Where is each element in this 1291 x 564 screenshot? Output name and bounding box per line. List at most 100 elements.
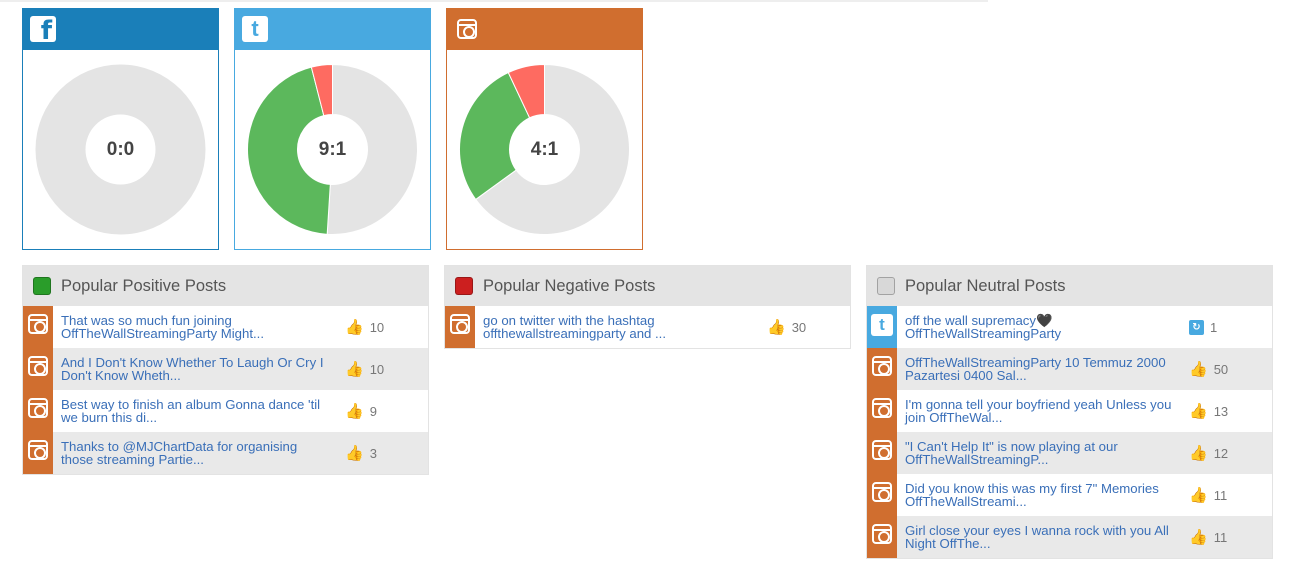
instagram-source-icon <box>445 306 475 348</box>
count-value: 10 <box>369 361 385 377</box>
facebook-logo-icon: f <box>29 15 57 44</box>
post-list: t off the wall supremacy🖤 OffTheWallStrea… <box>867 306 1272 558</box>
count-value: 11 <box>1213 487 1228 503</box>
post-link[interactable]: off the wall supremacy🖤 OffTheWallStream… <box>905 313 1062 341</box>
panel-header: Popular Positive Posts <box>23 266 428 306</box>
twitter-donut-chart <box>247 63 418 235</box>
facebook-card-header: f <box>23 9 218 50</box>
instagram-source-icon <box>867 432 897 474</box>
count-value: 12 <box>1213 445 1229 461</box>
twitter-card-header: t <box>235 9 430 50</box>
post-link[interactable]: And I Don't Know Whether To Laugh Or Cry… <box>61 355 324 383</box>
positive-slice <box>459 71 531 201</box>
post-row[interactable]: That was so much fun joining OffTheWallS… <box>23 306 428 348</box>
post-row[interactable]: Girl close your eyes I wanna rock with y… <box>867 516 1272 558</box>
count-value: 50 <box>1213 361 1229 377</box>
popular-neutral-posts-panel: Popular Neutral Posts t off the wall supr… <box>866 265 1273 559</box>
instagram-donut-chart <box>459 63 630 235</box>
panel-header: Popular Neutral Posts <box>867 266 1272 306</box>
engagement-count: 👍 30 <box>767 320 806 335</box>
thumbs-up-icon: 👍 <box>345 318 364 336</box>
facebook-donut-chart <box>35 64 206 235</box>
count-value: 3 <box>369 445 377 461</box>
instagram-source-icon <box>23 348 53 390</box>
post-row[interactable]: OffTheWallStreamingParty 10 Temmuz 2000 … <box>867 348 1272 390</box>
neutral-slice <box>326 63 418 235</box>
engagement-count: 👍 10 <box>345 362 384 377</box>
post-row[interactable]: Best way to finish an album Gonna dance … <box>23 390 428 432</box>
red-square-icon <box>455 277 473 295</box>
engagement-count: 👍 13 <box>1189 404 1228 419</box>
count-value: 30 <box>791 319 807 335</box>
post-link[interactable]: Did you know this was my first 7" Memori… <box>905 481 1159 509</box>
negative-slice <box>507 63 545 119</box>
engagement-count: 👍 11 <box>1189 488 1227 503</box>
negative-slice <box>310 63 333 117</box>
count-value: 1 <box>1210 319 1218 335</box>
post-link[interactable]: That was so much fun joining OffTheWallS… <box>61 313 265 341</box>
grey-square-icon <box>877 277 895 295</box>
green-square-icon <box>33 277 51 295</box>
instagram-source-icon <box>867 516 897 558</box>
neutral-slice <box>475 63 630 235</box>
panel-header: Popular Negative Posts <box>445 266 850 306</box>
instagram-source-icon <box>867 348 897 390</box>
post-link[interactable]: I'm gonna tell your boyfriend yeah Unles… <box>905 397 1172 425</box>
count-value: 9 <box>369 403 377 419</box>
engagement-count: 👍 12 <box>1189 446 1228 461</box>
thumbs-up-icon: 👍 <box>345 402 364 420</box>
top-divider <box>0 0 988 2</box>
twitter-sentiment-card[interactable]: t 9:1 <box>234 8 431 250</box>
instagram-source-icon <box>23 306 53 348</box>
thumbs-up-icon: 👍 <box>1189 360 1208 378</box>
panel-title: Popular Neutral Posts <box>905 276 1066 295</box>
thumbs-up-icon: 👍 <box>345 360 364 378</box>
panel-title: Popular Negative Posts <box>483 276 656 295</box>
thumbs-up-icon: 👍 <box>1189 402 1208 420</box>
engagement-count: 👍 3 <box>345 446 377 461</box>
engagement-count: ↻ 1 <box>1189 319 1218 335</box>
popular-negative-posts-panel: Popular Negative Posts go on twitter wit… <box>444 265 851 349</box>
positive-slice <box>247 66 331 235</box>
instagram-source-icon <box>867 390 897 432</box>
post-link[interactable]: "I Can't Help It" is now playing at our … <box>905 439 1118 467</box>
instagram-source-icon <box>23 432 53 474</box>
count-value: 13 <box>1213 403 1229 419</box>
retweet-icon: ↻ <box>1189 319 1204 335</box>
post-row[interactable]: t off the wall supremacy🖤 OffTheWallStrea… <box>867 306 1272 348</box>
thumbs-up-icon: 👍 <box>1189 486 1208 504</box>
count-value: 11 <box>1213 529 1228 545</box>
post-link[interactable]: Best way to finish an album Gonna dance … <box>61 397 321 425</box>
count-value: 10 <box>369 319 385 335</box>
post-link[interactable]: Thanks to @MJChartData for organising th… <box>61 439 298 467</box>
post-row[interactable]: I'm gonna tell your boyfriend yeah Unles… <box>867 390 1272 432</box>
twitter-source-icon: t <box>867 306 897 348</box>
instagram-source-icon <box>867 474 897 516</box>
facebook-sentiment-card[interactable]: f 0:0 <box>22 8 219 250</box>
popular-positive-posts-panel: Popular Positive Posts That was so much … <box>22 265 429 475</box>
post-row[interactable]: "I Can't Help It" is now playing at our … <box>867 432 1272 474</box>
thumbs-up-icon: 👍 <box>767 318 786 336</box>
instagram-card-header <box>447 9 642 50</box>
panel-title: Popular Positive Posts <box>61 276 227 295</box>
post-link[interactable]: go on twitter with the hashtag offthewal… <box>483 313 667 341</box>
twitter-logo-icon: t <box>241 15 269 43</box>
post-row[interactable]: go on twitter with the hashtag offthewal… <box>445 306 850 348</box>
engagement-count: 👍 9 <box>345 404 377 419</box>
thumbs-up-icon: 👍 <box>1189 528 1208 546</box>
post-row[interactable]: Did you know this was my first 7" Memori… <box>867 474 1272 516</box>
post-link[interactable]: OffTheWallStreamingParty 10 Temmuz 2000 … <box>905 355 1166 383</box>
instagram-sentiment-card[interactable]: 4:1 <box>446 8 643 250</box>
thumbs-up-icon: 👍 <box>1189 444 1208 462</box>
post-row[interactable]: And I Don't Know Whether To Laugh Or Cry… <box>23 348 428 390</box>
engagement-count: 👍 50 <box>1189 362 1228 377</box>
instagram-source-icon <box>23 390 53 432</box>
thumbs-up-icon: 👍 <box>345 444 364 462</box>
neutral-slice <box>35 64 206 235</box>
engagement-count: 👍 10 <box>345 320 384 335</box>
instagram-logo-icon <box>453 15 481 43</box>
post-list: go on twitter with the hashtag offthewal… <box>445 306 850 348</box>
post-list: That was so much fun joining OffTheWallS… <box>23 306 428 474</box>
post-row[interactable]: Thanks to @MJChartData for organising th… <box>23 432 428 474</box>
post-link[interactable]: Girl close your eyes I wanna rock with y… <box>905 523 1169 551</box>
